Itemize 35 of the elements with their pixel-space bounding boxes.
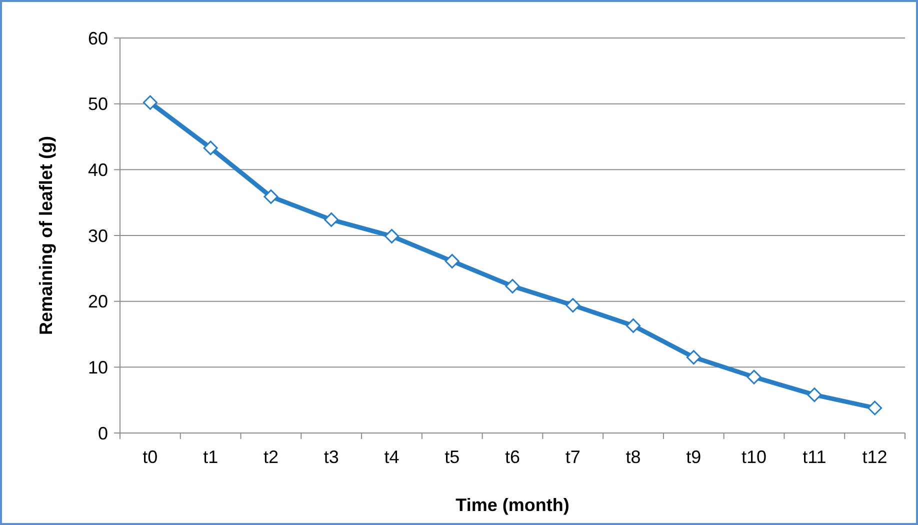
x-tick-label: t1: [203, 447, 218, 467]
y-tick-label: 40: [88, 160, 108, 180]
y-tick-label: 50: [88, 94, 108, 114]
x-tick-label: t3: [324, 447, 339, 467]
y-tick-label: 30: [88, 226, 108, 246]
x-tick-label: t4: [384, 447, 400, 467]
point: [384, 228, 399, 244]
x-tick-label: t11: [802, 447, 826, 467]
x-tick-label: t9: [686, 447, 702, 467]
y-tick-label: 60: [88, 28, 108, 48]
x-tick-label: t0: [142, 447, 158, 467]
point: [203, 140, 218, 156]
point: [324, 212, 339, 227]
y-axis-title: Remaining of leaflet (g): [36, 136, 56, 336]
point: [626, 318, 641, 333]
point: [746, 370, 762, 384]
y-tick-label: 0: [98, 423, 108, 444]
x-axis-title: Time (month): [456, 495, 570, 515]
x-tick-label: t2: [263, 447, 278, 467]
x-tick-label: t5: [444, 447, 460, 467]
x-tick-label: t8: [626, 447, 641, 467]
point: [686, 350, 701, 365]
x-tick-label: t12: [862, 447, 888, 467]
point: [505, 278, 520, 294]
x-tick-label: t7: [565, 447, 580, 467]
point: [566, 298, 580, 313]
point: [264, 189, 278, 204]
point: [444, 254, 460, 268]
point: [142, 95, 158, 110]
x-tick-label: t10: [742, 447, 767, 467]
y-tick-label: 10: [88, 357, 108, 378]
point: [807, 388, 822, 402]
point: [868, 400, 882, 416]
x-tick-label: t6: [504, 447, 520, 467]
y-tick-label: 20: [88, 292, 108, 312]
